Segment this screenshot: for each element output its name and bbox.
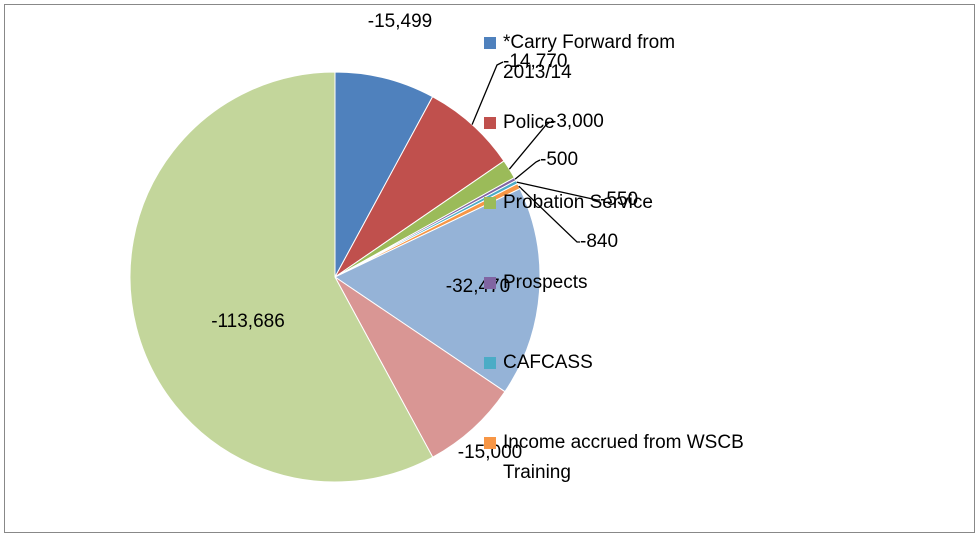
legend-label: Police <box>503 112 555 133</box>
data-label: -15,499 <box>368 11 432 32</box>
pie-slice <box>334 276 506 458</box>
leader-line <box>516 181 600 201</box>
legend-entry: *Carry Forward from 2013/14 <box>484 28 744 108</box>
leader-line <box>518 185 580 243</box>
data-label: -15,000 <box>458 442 522 463</box>
legend-swatch <box>484 37 496 49</box>
data-label: -3,000 <box>550 111 604 132</box>
legend-label: CAFCASS <box>503 352 593 373</box>
legend-swatch <box>484 437 496 449</box>
pie-slice <box>333 187 541 393</box>
legend-swatch <box>484 197 496 209</box>
data-label: -840 <box>580 231 618 252</box>
legend-swatch <box>484 277 496 289</box>
legend-swatch <box>484 117 496 129</box>
legend-label: Probation Service <box>503 192 653 213</box>
legend-entry: Prospects <box>484 268 744 348</box>
legend-label: *Carry Forward from 2013/14 <box>503 32 676 83</box>
leader-line <box>471 61 504 125</box>
legend-entry: CAFCASS <box>484 348 744 428</box>
data-label: -500 <box>540 149 578 170</box>
legend-swatch <box>484 357 496 369</box>
data-label: -550 <box>600 189 638 210</box>
leader-line <box>508 121 551 170</box>
legend-label: Prospects <box>503 272 588 293</box>
legend-label: Income accrued from WSCB Training <box>503 432 744 483</box>
leader-line <box>514 159 541 180</box>
legend-entry: Probation Service <box>484 188 744 268</box>
data-label: -113,686 <box>211 311 285 332</box>
legend: *Carry Forward from 2013/14 Police Probati… <box>484 28 744 508</box>
data-label: -14,770 <box>503 51 567 72</box>
pie-slice <box>129 71 434 483</box>
pie-slice <box>334 71 434 278</box>
legend-entry: Police <box>484 108 744 188</box>
pie-slice <box>334 96 505 278</box>
legend-entry: Income accrued from WSCB Training <box>484 428 744 508</box>
